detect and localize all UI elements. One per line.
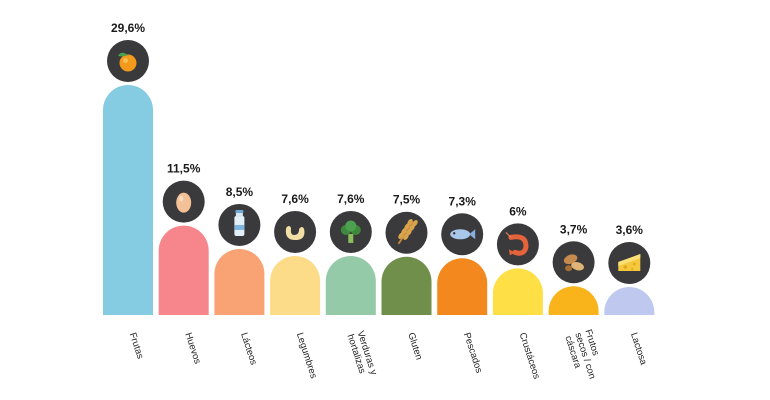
bar bbox=[604, 287, 655, 315]
value-label: 7,6% bbox=[281, 192, 309, 206]
bar bbox=[158, 225, 209, 315]
cheese-icon bbox=[608, 242, 651, 285]
value-label: 6% bbox=[509, 204, 527, 218]
value-label: 3,6% bbox=[616, 223, 644, 237]
category-label: Legumbres bbox=[294, 331, 319, 380]
egg-icon bbox=[162, 180, 205, 223]
category-label-line: Lácteos bbox=[238, 331, 259, 366]
broccoli-icon bbox=[329, 210, 372, 253]
category-label: Huevos bbox=[182, 331, 202, 365]
value-label: 7,3% bbox=[449, 194, 477, 208]
bar bbox=[214, 248, 265, 315]
wheat-icon bbox=[385, 211, 428, 254]
value-label: 3,7% bbox=[560, 222, 588, 236]
value-label: 29,6% bbox=[111, 21, 145, 35]
category-label-line: Gluten bbox=[405, 331, 424, 361]
category-label-line: Legumbres bbox=[294, 331, 319, 380]
category-label: Gluten bbox=[405, 331, 424, 361]
category-label-line: Pescados bbox=[461, 331, 484, 374]
category-label-line: Huevos bbox=[182, 331, 202, 365]
value-label: 7,6% bbox=[337, 192, 365, 206]
bar bbox=[325, 255, 376, 315]
orange-icon bbox=[107, 40, 149, 82]
nuts-icon bbox=[552, 241, 595, 284]
value-label: 7,5% bbox=[393, 193, 421, 207]
bar bbox=[103, 85, 153, 315]
category-label-line: Frutas bbox=[127, 331, 146, 360]
bar bbox=[270, 255, 321, 315]
category-label: Pescados bbox=[461, 331, 484, 374]
bar bbox=[548, 286, 599, 315]
category-label: Frutas bbox=[127, 331, 146, 360]
category-label-line: Crustáceos bbox=[517, 331, 542, 380]
bar bbox=[492, 268, 543, 315]
fish-icon bbox=[441, 213, 484, 256]
value-label: 8,5% bbox=[226, 185, 254, 199]
milk-bottle-icon bbox=[218, 203, 261, 246]
value-label: 11,5% bbox=[167, 162, 201, 176]
cashew-icon bbox=[274, 210, 317, 253]
bar bbox=[381, 256, 432, 315]
category-label: Crustáceos bbox=[517, 331, 542, 380]
category-label: Lactosa bbox=[628, 331, 649, 367]
bar bbox=[437, 258, 488, 315]
category-label: Lácteos bbox=[238, 331, 259, 366]
shrimp-icon bbox=[496, 223, 539, 266]
category-label-line: Lactosa bbox=[628, 331, 649, 367]
